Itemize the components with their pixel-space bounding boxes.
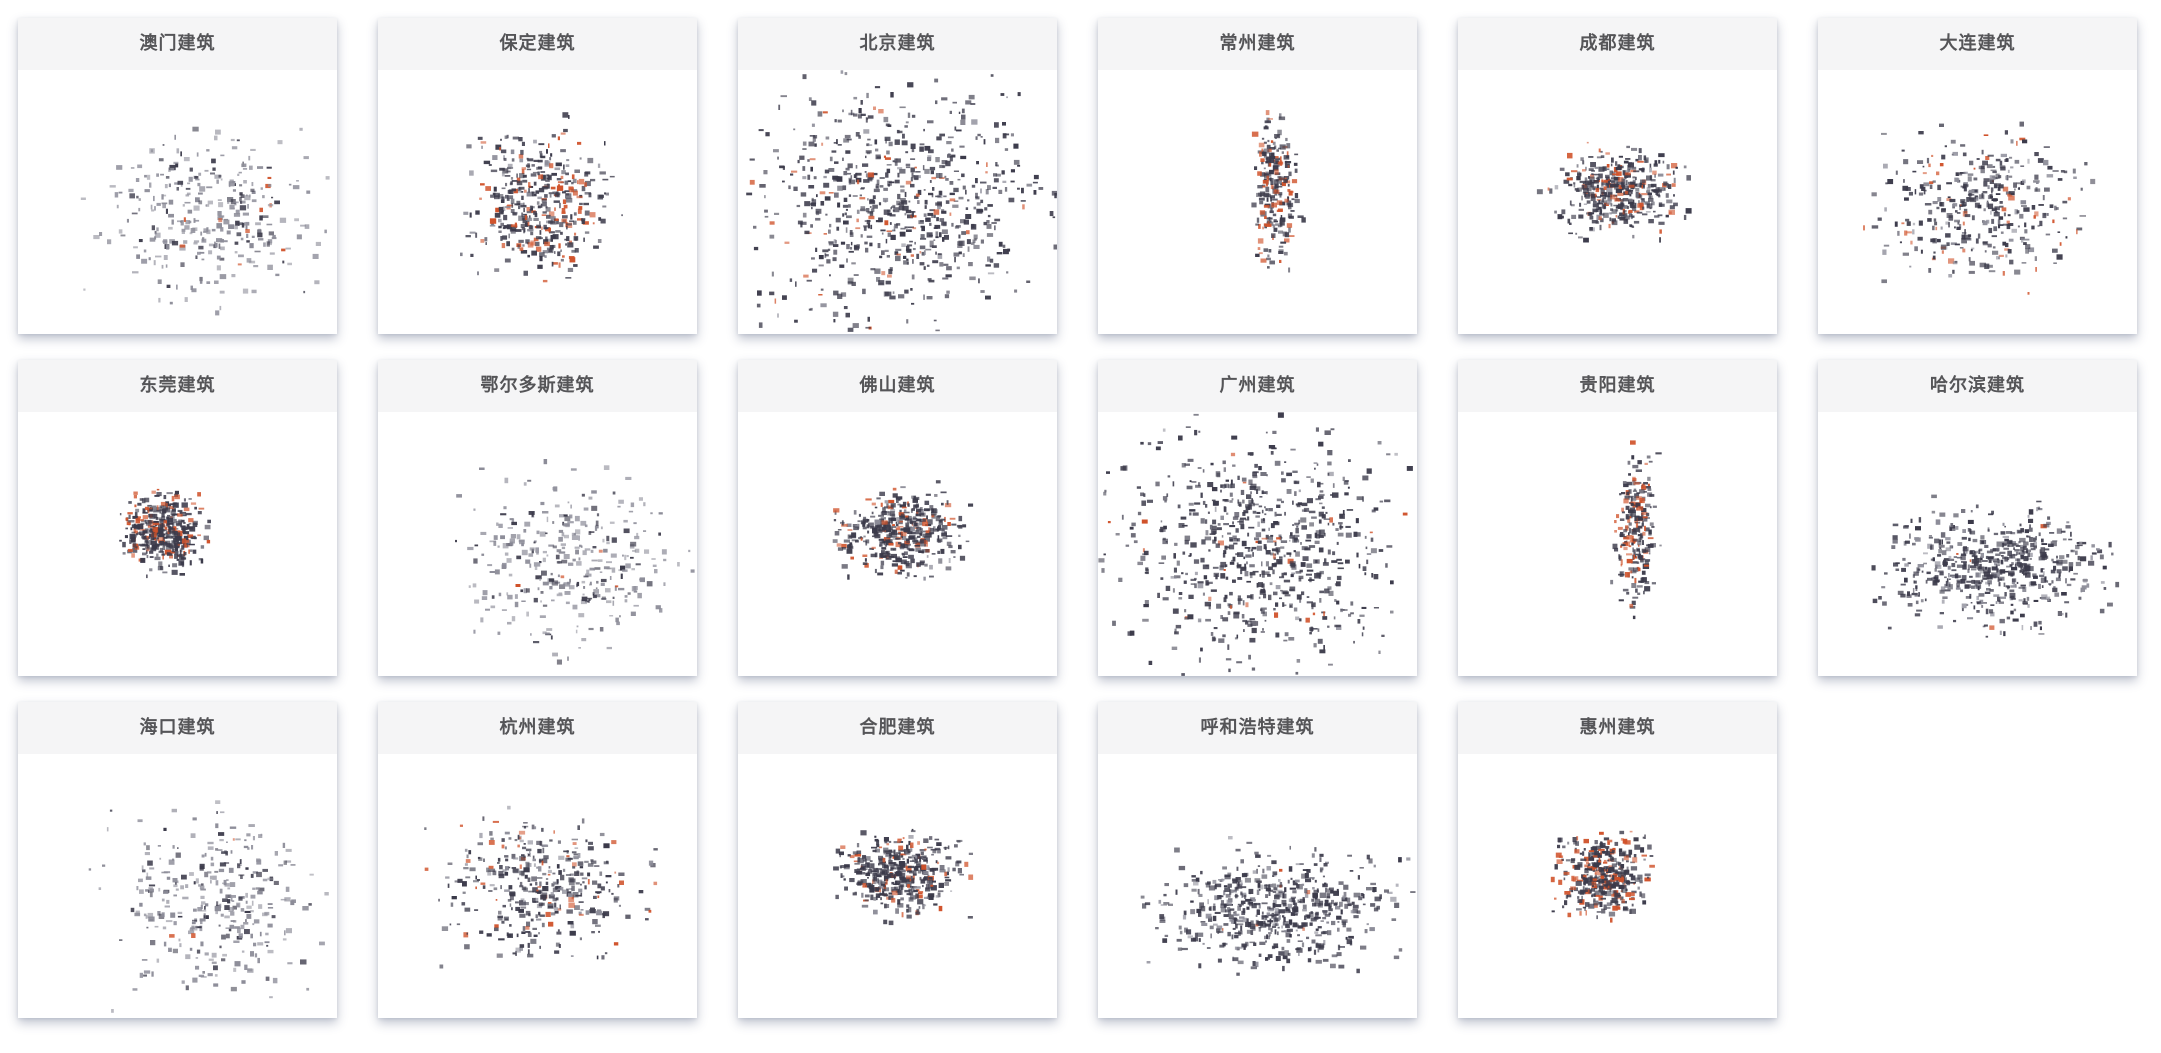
card-title: 广州建筑 <box>1098 360 1417 412</box>
building-footprints <box>1140 836 1416 976</box>
building-footprint-map <box>1863 121 2096 295</box>
city-card-hohhot[interactable]: 呼和浩特建筑 <box>1098 702 1417 1018</box>
city-card-huizhou[interactable]: 惠州建筑 <box>1458 702 1777 1018</box>
building-footprints <box>1610 440 1662 620</box>
building-footprints <box>1871 494 2120 638</box>
card-title: 保定建筑 <box>378 18 697 70</box>
building-footprint-map <box>833 828 974 926</box>
building-footprint-map <box>424 805 658 969</box>
card-title: 贵阳建筑 <box>1458 360 1777 412</box>
building-footprint-map <box>460 112 623 283</box>
card-title: 合肥建筑 <box>738 702 1057 754</box>
building-footprints <box>1863 121 2096 295</box>
card-title: 常州建筑 <box>1098 18 1417 70</box>
card-title: 海口建筑 <box>18 702 337 754</box>
building-footprint-map <box>1536 141 1692 243</box>
city-card-guangzhou[interactable]: 广州建筑 <box>1098 360 1417 676</box>
building-footprint-map <box>80 126 330 316</box>
city-card-chengdu[interactable]: 成都建筑 <box>1458 18 1777 334</box>
card-title: 佛山建筑 <box>738 360 1057 412</box>
building-footprint-map <box>746 70 1057 332</box>
city-buildings-gallery: 澳门建筑 保定建筑 北京建筑 常州建筑 成都建筑 大连建筑 东莞建筑 鄂尔多斯建… <box>18 18 2137 1018</box>
city-card-dongguan[interactable]: 东莞建筑 <box>18 360 337 676</box>
card-title: 成都建筑 <box>1458 18 1777 70</box>
building-footprint-map <box>1871 494 2120 638</box>
city-card-macau[interactable]: 澳门建筑 <box>18 18 337 334</box>
building-footprints <box>80 126 330 316</box>
building-footprints <box>833 828 974 926</box>
card-title: 惠州建筑 <box>1458 702 1777 754</box>
card-title: 大连建筑 <box>1818 18 2137 70</box>
building-footprint-map <box>1140 836 1416 976</box>
building-footprint-map <box>832 480 974 581</box>
card-title: 北京建筑 <box>738 18 1057 70</box>
city-card-dalian[interactable]: 大连建筑 <box>1818 18 2137 334</box>
building-footprints <box>119 488 211 579</box>
city-card-beijing[interactable]: 北京建筑 <box>738 18 1057 334</box>
city-card-foshan[interactable]: 佛山建筑 <box>738 360 1057 676</box>
card-title: 哈尔滨建筑 <box>1818 360 2137 412</box>
building-footprint-map <box>1098 412 1413 676</box>
city-card-baoding[interactable]: 保定建筑 <box>378 18 697 334</box>
building-footprints <box>1550 830 1655 923</box>
card-title: 鄂尔多斯建筑 <box>378 360 697 412</box>
building-footprint-map <box>1610 440 1662 620</box>
building-footprints <box>832 480 974 581</box>
building-footprint-map <box>455 459 695 665</box>
building-footprint-map <box>1550 830 1655 923</box>
city-card-harbin[interactable]: 哈尔滨建筑 <box>1818 360 2137 676</box>
card-title: 澳门建筑 <box>18 18 337 70</box>
city-card-haikou[interactable]: 海口建筑 <box>18 702 337 1018</box>
building-footprints <box>88 800 329 1013</box>
building-footprint-map <box>88 800 329 1013</box>
city-card-guiyang[interactable]: 贵阳建筑 <box>1458 360 1777 676</box>
building-footprint-map <box>119 488 211 579</box>
city-card-hefei[interactable]: 合肥建筑 <box>738 702 1057 1018</box>
building-footprints <box>424 805 658 969</box>
building-footprints <box>455 459 695 665</box>
card-title: 东莞建筑 <box>18 360 337 412</box>
building-footprint-map <box>1251 110 1306 273</box>
city-card-changzhou[interactable]: 常州建筑 <box>1098 18 1417 334</box>
building-footprints <box>460 112 623 283</box>
city-card-hangzhou[interactable]: 杭州建筑 <box>378 702 697 1018</box>
building-footprints <box>1098 412 1413 676</box>
card-title: 呼和浩特建筑 <box>1098 702 1417 754</box>
building-footprints <box>1251 110 1306 273</box>
building-footprints <box>1536 141 1692 243</box>
building-footprints <box>746 70 1057 332</box>
card-title: 杭州建筑 <box>378 702 697 754</box>
city-card-ordos[interactable]: 鄂尔多斯建筑 <box>378 360 697 676</box>
